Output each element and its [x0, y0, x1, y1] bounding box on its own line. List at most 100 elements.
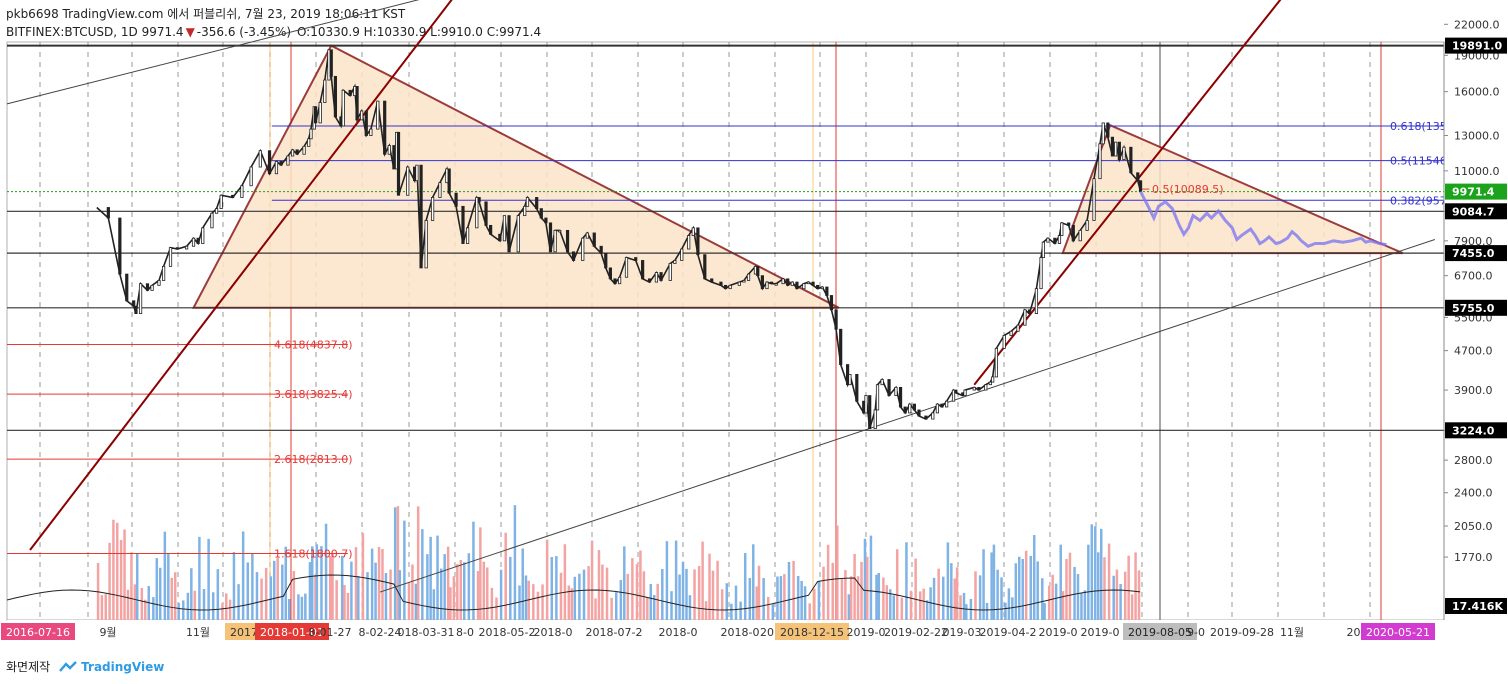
candle-body — [765, 281, 769, 290]
volume-bar — [875, 574, 878, 620]
volume-bar — [563, 544, 567, 620]
price-badge-label: 9971.4 — [1452, 186, 1495, 199]
candle-body — [647, 278, 652, 283]
price-badge — [1445, 598, 1507, 614]
volume-bar — [232, 551, 236, 620]
candle-body — [746, 273, 751, 281]
volume-bar — [623, 546, 626, 620]
candle-body — [1027, 309, 1032, 314]
volume-bar — [909, 590, 913, 620]
volume-bar — [276, 557, 279, 620]
volume-bar — [518, 585, 521, 620]
candle-body — [201, 227, 205, 244]
candle-body — [687, 235, 691, 250]
volume-bar — [389, 569, 392, 620]
candle-body — [673, 260, 677, 264]
volume-bar — [255, 572, 259, 620]
volume-bar — [1097, 552, 1100, 620]
candle-body — [1016, 324, 1020, 332]
price-tick-label: 2400.0 — [1454, 487, 1493, 500]
candle-body — [168, 247, 173, 267]
candle-body — [219, 194, 223, 210]
candle-body — [756, 266, 760, 277]
volume-bar — [479, 527, 482, 620]
volume-bar — [260, 578, 263, 620]
candle-body — [1034, 288, 1039, 314]
volume-bar — [100, 595, 104, 620]
volume-bar — [462, 562, 466, 620]
volume-bar — [626, 573, 630, 620]
ohlc-label: O:10330.9 H:10330.9 L:9910.0 C:9971.4 — [296, 25, 542, 39]
volume-bar — [771, 603, 775, 620]
volume-bar — [853, 553, 856, 620]
candle-body — [295, 149, 299, 155]
volume-bar — [467, 553, 471, 620]
volume-bar — [860, 561, 863, 620]
volume-bar — [610, 597, 613, 620]
price-tick-label: 1770.0 — [1454, 551, 1493, 564]
volume-bar — [704, 601, 708, 620]
volume-bar — [619, 580, 623, 620]
candle-body — [369, 128, 373, 136]
volume-bar — [1083, 590, 1087, 620]
volume-bar — [459, 559, 463, 620]
volume-bar — [1123, 571, 1127, 620]
volume-bar — [1112, 575, 1115, 620]
volume-bar — [869, 535, 873, 620]
candle-body — [475, 197, 479, 229]
candle-body — [834, 309, 838, 330]
candle-body — [1122, 146, 1126, 161]
volume-bar — [308, 562, 312, 620]
volume-bar — [1014, 563, 1018, 620]
volume-bar — [536, 591, 540, 620]
volume-bar — [320, 546, 323, 620]
volume-bar — [1065, 558, 1068, 620]
time-tick-label: 2019-0 — [1039, 626, 1078, 639]
candle-body — [231, 194, 235, 198]
candle-body — [760, 275, 764, 290]
time-tick-label: 2019-0 — [847, 626, 886, 639]
volume-bar — [202, 589, 206, 620]
volume-bar — [905, 542, 908, 620]
volume-bar — [163, 531, 167, 620]
candle-body — [868, 395, 872, 430]
volume-bar — [407, 582, 411, 620]
volume-bar — [155, 558, 159, 620]
volume-bar — [783, 574, 786, 620]
volume-bar — [119, 539, 123, 620]
time-tick-label: 8-02-24 — [359, 626, 402, 639]
time-tick-label: 2020-05-21 — [1366, 626, 1430, 639]
volume-bar — [513, 505, 517, 620]
volume-bar — [847, 594, 851, 620]
candle-body — [424, 220, 428, 269]
volume-bar — [992, 544, 996, 620]
volume-bar — [697, 566, 701, 620]
time-badge — [775, 623, 849, 640]
candle-body — [396, 131, 401, 196]
candle-body — [132, 300, 136, 307]
candle-body — [608, 267, 612, 280]
volume-bar — [1047, 585, 1051, 620]
volume-bar — [822, 566, 825, 620]
price-badge-label: 7455.0 — [1452, 247, 1495, 260]
down-arrow-icon: ▼ — [185, 25, 195, 39]
volume-bar — [959, 595, 962, 620]
volume-bar — [570, 588, 574, 620]
volume-bar — [377, 546, 381, 620]
volume-bar — [126, 589, 130, 620]
volume-bar — [856, 576, 860, 620]
candle-body — [887, 379, 891, 396]
candle-body — [535, 197, 539, 210]
time-tick-label: 2018-07-2 — [586, 626, 643, 639]
volume-bar — [813, 588, 816, 620]
candle-body — [307, 138, 311, 147]
volume-bar — [800, 580, 803, 620]
candle-body — [145, 283, 150, 291]
volume-bar — [685, 568, 688, 620]
volume-bar — [1043, 602, 1046, 620]
volume-bar — [246, 562, 250, 620]
volume-bar — [762, 578, 765, 620]
volume-bar — [965, 604, 968, 620]
volume-bar — [486, 567, 489, 620]
